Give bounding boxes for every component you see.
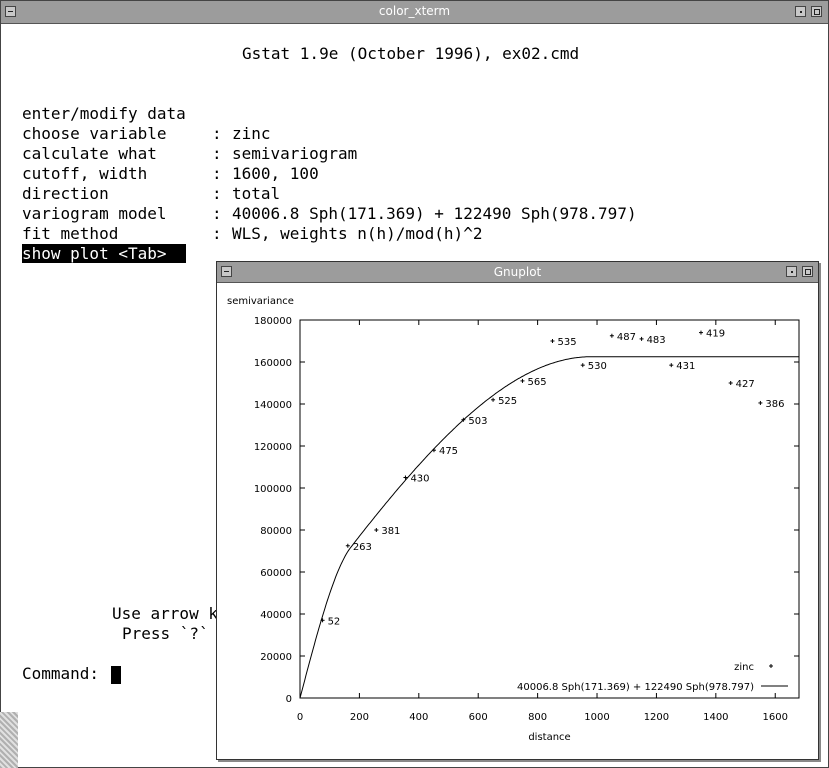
point-count-label: 430	[410, 474, 429, 485]
gnuplot-window: Gnuplot semivariance distance 0 200 400 600 80…	[216, 261, 819, 760]
desktop-background	[0, 712, 18, 768]
variogram-plot: semivariance distance 0 200 400 600 800 1000 120…	[227, 296, 800, 743]
x-tick-label: 1000	[584, 712, 609, 723]
y-axis-label: semivariance	[227, 296, 294, 307]
point-count-label: 386	[765, 399, 784, 410]
menu-item-value: 40006.8 Sph(171.369) + 122490 Sph(978.79…	[232, 204, 637, 223]
menu-item-label[interactable]: fit method	[22, 224, 119, 243]
x-tick-label: 1600	[763, 712, 788, 723]
y-tick-label: 120000	[254, 442, 292, 453]
menu-item-value: zinc	[232, 124, 271, 143]
program-header: Gstat 1.9e (October 1996), ex02.cmd	[242, 44, 580, 63]
menu-item-separator: :	[212, 124, 222, 143]
point-count-label: 475	[439, 446, 458, 457]
menu-item-label[interactable]: calculate what	[22, 144, 157, 163]
point-count-label: 525	[498, 396, 517, 407]
x-tick-label: 600	[469, 712, 488, 723]
window-menu-icon[interactable]	[221, 266, 232, 277]
point-count-label: 535	[557, 337, 576, 348]
y-tick-label: 140000	[254, 400, 292, 411]
menu-item-separator: :	[212, 224, 222, 243]
menu-item-value: WLS, weights n(h)/mod(h)^2	[232, 224, 483, 243]
menu-item-show-plot[interactable]: show plot <Tab>	[22, 244, 186, 264]
y-tick-label: 40000	[260, 610, 292, 621]
point-count-label: 381	[381, 526, 400, 537]
point-count-label: 487	[617, 332, 636, 343]
y-tick-label: 60000	[260, 568, 292, 579]
hint-press-help: Press `?`	[122, 624, 209, 643]
maximize-icon[interactable]	[802, 266, 813, 277]
menu-item-label[interactable]: cutoff, width	[22, 164, 148, 183]
x-tick-label: 400	[409, 712, 428, 723]
minimize-icon[interactable]	[795, 6, 806, 17]
menu-item-separator: :	[212, 204, 222, 223]
hint-arrow-keys: Use arrow k	[112, 604, 218, 623]
xterm-titlebar[interactable]: color_xterm	[1, 1, 828, 24]
menu-item-label[interactable]: enter/modify data	[22, 104, 186, 123]
point-count-label: 565	[527, 377, 546, 388]
text-cursor	[110, 665, 121, 684]
selected-menu-item-label: show plot <Tab>	[22, 244, 167, 263]
x-tick-label: 200	[350, 712, 369, 723]
menu-item-separator: :	[212, 184, 222, 203]
command-label: Command:	[22, 664, 100, 683]
maximize-icon[interactable]	[811, 6, 822, 17]
x-tick-label: 800	[528, 712, 547, 723]
menu-item-label[interactable]: choose variable	[22, 124, 167, 143]
menu-item-separator: :	[212, 144, 222, 163]
xterm-title: color_xterm	[378, 4, 451, 18]
x-tick-label: 0	[297, 712, 303, 723]
plot-border	[299, 319, 800, 699]
point-count-label: 52	[328, 616, 341, 627]
legend-points-label: zinc	[734, 662, 754, 673]
point-count-label: 483	[647, 335, 666, 346]
y-tick-label: 20000	[260, 652, 292, 663]
menu-item-value: semivariogram	[232, 144, 358, 163]
model-curve	[299, 356, 799, 699]
y-tick-label: 100000	[254, 484, 292, 495]
y-tick-label: 80000	[260, 526, 292, 537]
point-count-label: 427	[736, 379, 755, 390]
menu-item-label[interactable]: variogram model	[22, 204, 167, 223]
point-count-label: 431	[676, 361, 695, 372]
gnuplot-titlebar[interactable]: Gnuplot	[217, 262, 818, 283]
menu-item-label[interactable]: direction	[22, 184, 109, 203]
gnuplot-title: Gnuplot	[493, 265, 542, 279]
point-count-label: 530	[588, 361, 607, 372]
minimize-icon[interactable]	[786, 266, 797, 277]
x-tick-label: 1400	[703, 712, 728, 723]
menu-item-value: total	[232, 184, 281, 203]
window-menu-icon[interactable]	[5, 6, 16, 17]
point-count-label: 503	[468, 416, 487, 427]
x-axis-label: distance	[528, 732, 570, 743]
legend-model-label: 40006.8 Sph(171.369) + 122490 Sph(978.79…	[517, 682, 754, 693]
menu-item-separator: :	[212, 164, 222, 183]
menu-item-value: 1600, 100	[232, 164, 319, 183]
y-tick-label: 180000	[254, 316, 292, 327]
point-count-label: 263	[353, 542, 372, 553]
point-count-label: 419	[706, 329, 725, 340]
command-prompt[interactable]: Command:	[22, 664, 121, 684]
y-tick-label: 160000	[254, 358, 292, 369]
x-tick-label: 1200	[644, 712, 669, 723]
y-tick-label: 0	[286, 694, 292, 705]
